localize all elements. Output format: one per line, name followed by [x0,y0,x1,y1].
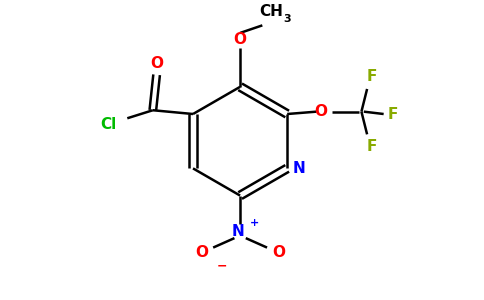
Text: Cl: Cl [100,117,117,132]
Text: N: N [293,161,305,176]
Text: O: O [150,56,163,71]
Text: O: O [272,245,286,260]
Text: O: O [195,245,208,260]
Text: N: N [231,224,244,238]
Text: CH: CH [259,4,283,19]
Text: −: − [216,259,227,272]
Text: O: O [234,32,247,46]
Text: 3: 3 [284,14,291,24]
Text: F: F [367,139,378,154]
Text: F: F [387,106,398,122]
Text: +: + [250,218,259,227]
Text: O: O [315,104,328,119]
Text: F: F [367,69,378,84]
